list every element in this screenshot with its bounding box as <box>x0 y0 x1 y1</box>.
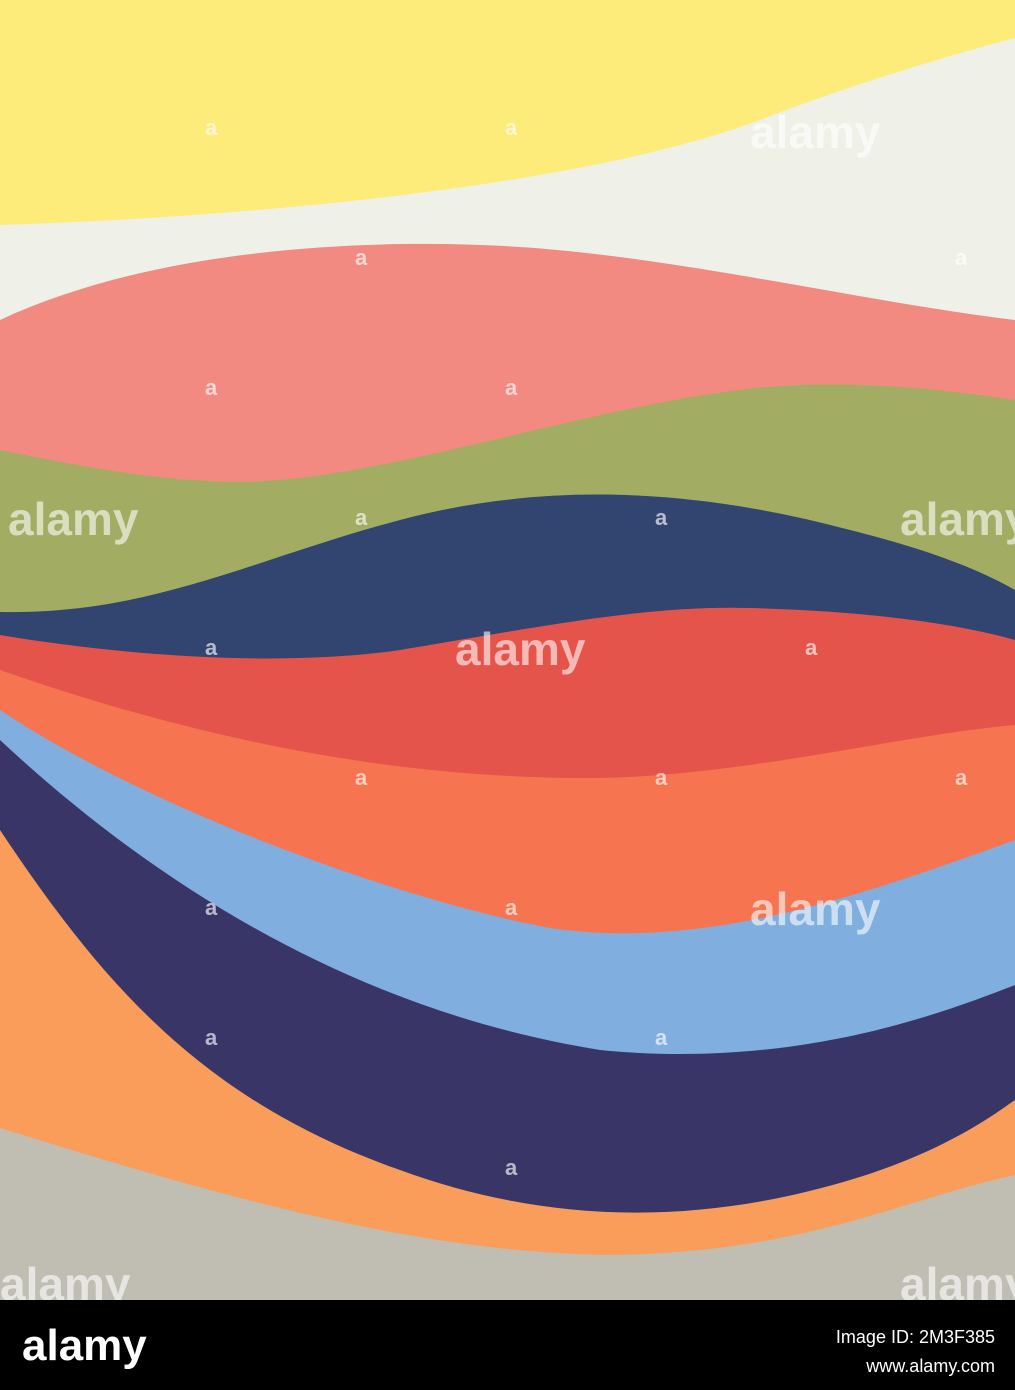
light-orange-band <box>0 830 1015 1300</box>
watermark-mark: a <box>205 1025 218 1050</box>
watermark: alamy <box>750 106 881 158</box>
watermark-mark: a <box>205 375 218 400</box>
watermark-mark: a <box>205 115 218 140</box>
watermark-mark: a <box>355 505 368 530</box>
watermark-mark: a <box>355 765 368 790</box>
watermark-mark: a <box>355 245 368 270</box>
watermark-mark: a <box>655 505 668 530</box>
gray-band <box>0 1128 1015 1300</box>
watermark-mark: a <box>505 895 518 920</box>
watermark-mark: a <box>505 115 518 140</box>
watermark-mark: a <box>205 635 218 660</box>
watermark-mark: a <box>655 765 668 790</box>
footer-url: www.alamy.com <box>865 1356 995 1376</box>
watermark-mark: a <box>505 1155 518 1180</box>
watermark-mark: a <box>805 635 818 660</box>
watermark: alamy <box>455 623 586 675</box>
watermark: alamy <box>900 493 1015 545</box>
footer-bar <box>0 1300 1015 1390</box>
watermark-mark: a <box>955 245 968 270</box>
image-id: Image ID: 2M3F385 <box>836 1327 995 1347</box>
watermark: alamy <box>750 883 881 935</box>
footer-logo: alamy <box>22 1321 147 1370</box>
watermark-mark: a <box>505 375 518 400</box>
watermark-mark: a <box>655 1025 668 1050</box>
watermark-mark: a <box>205 895 218 920</box>
watermark: alamy <box>8 493 139 545</box>
watermark-mark: a <box>955 765 968 790</box>
